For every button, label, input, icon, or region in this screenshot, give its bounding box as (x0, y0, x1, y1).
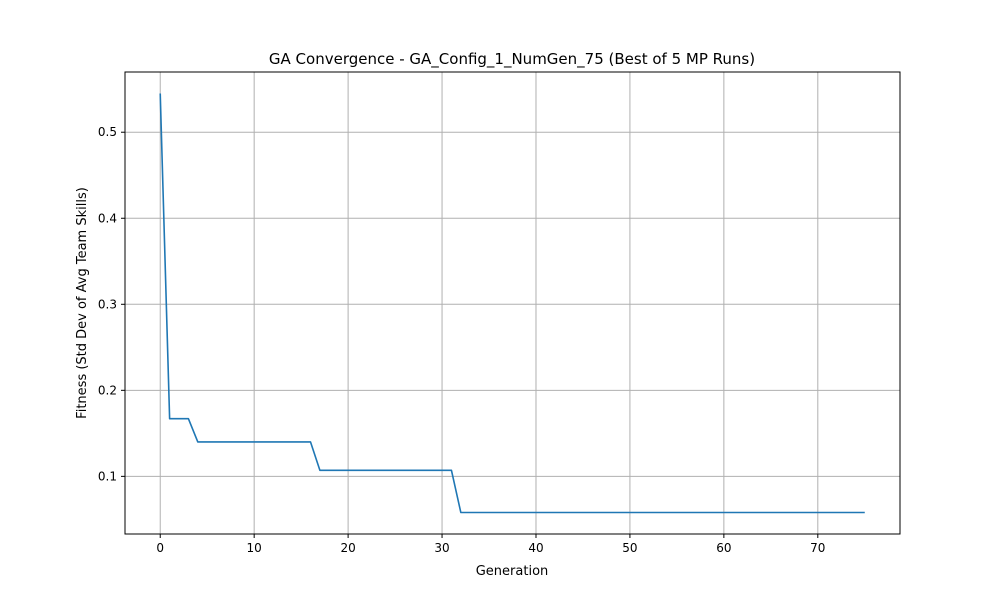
y-tick-label: 0.1 (98, 469, 117, 483)
y-tick-label: 0.3 (98, 297, 117, 311)
fitness-series-line (159, 93, 865, 514)
plot-area (124, 71, 901, 535)
x-tick-label: 70 (810, 541, 825, 555)
grid (125, 72, 900, 534)
y-axis: 0.1 0.2 0.3 0.4 0.5 (98, 125, 125, 483)
x-tick-label: 40 (528, 541, 543, 555)
y-tick-label: 0.5 (98, 125, 117, 139)
y-tick-label: 0.4 (98, 211, 117, 225)
x-axis: 0 10 20 30 40 50 60 70 (156, 534, 825, 555)
x-tick-label: 0 (156, 541, 164, 555)
chart-title: GA Convergence - GA_Config_1_NumGen_75 (… (269, 50, 755, 69)
x-tick-label: 20 (340, 541, 355, 555)
x-tick-label: 60 (716, 541, 731, 555)
x-tick-label: 10 (247, 541, 262, 555)
x-tick-label: 50 (622, 541, 637, 555)
y-axis-label: Fitness (Std Dev of Avg Team Skills) (75, 187, 90, 419)
y-tick-label: 0.2 (98, 383, 117, 397)
x-axis-label: Generation (476, 564, 549, 579)
x-tick-label: 30 (434, 541, 449, 555)
